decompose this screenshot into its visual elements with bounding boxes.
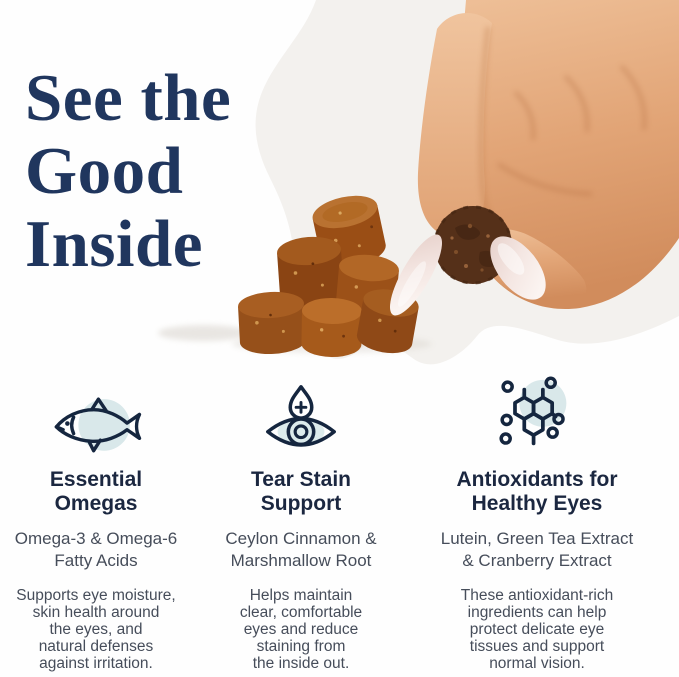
pile-shadow — [158, 325, 250, 341]
feature-antioxidants: Antioxidants for Healthy Eyes Lutein, Gre… — [410, 376, 664, 672]
feature-title: Essential Omegas — [49, 468, 143, 515]
headline-line: Inside — [25, 207, 204, 281]
antioxidant-molecule-icon — [492, 376, 582, 462]
feature-body: These antioxidant-rich ingredients can he… — [460, 587, 614, 672]
tear-drop-eye-icon — [260, 380, 342, 462]
feature-subtitle: Lutein, Green Tea Extract & Cranberry Ext… — [440, 529, 634, 570]
knuckle-creases — [496, 64, 647, 196]
fish-icon — [44, 380, 149, 462]
headline: See the Good Inside — [25, 62, 231, 281]
feature-columns: Essential Omegas Omega-3 & Omega-6 Fatty A… — [0, 376, 679, 672]
hero-photo — [158, 0, 679, 365]
feature-body: Helps maintain clear, comfortable eyes and… — [239, 587, 363, 672]
feature-subtitle: Omega-3 & Omega-6 Fatty Acids — [14, 529, 178, 570]
hand-photo — [390, 0, 679, 316]
feature-essential-omegas: Essential Omegas Omega-3 & Omega-6 Fatty A… — [0, 380, 192, 672]
feature-body: Supports eye moisture, skin health around… — [16, 587, 176, 672]
feature-title: Antioxidants for Healthy Eyes — [456, 468, 618, 515]
feature-title: Tear Stain Support — [251, 468, 351, 515]
headline-line: See the — [25, 61, 232, 135]
feature-tear-stain-support: Tear Stain Support Ceylon Cinnamon & Marsh… — [192, 380, 410, 672]
headline-line: Good — [25, 134, 184, 208]
feature-subtitle: Ceylon Cinnamon & Marshmallow Root — [225, 529, 377, 570]
fingernails — [390, 234, 546, 316]
